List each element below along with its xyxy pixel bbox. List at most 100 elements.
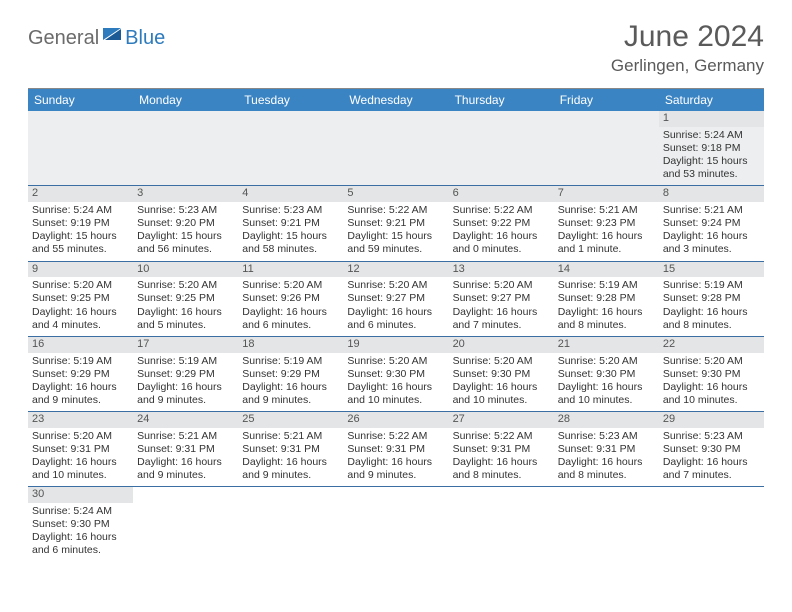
daylight-text: Daylight: 16 hours and 9 minutes. — [242, 456, 339, 482]
sunrise-text: Sunrise: 5:21 AM — [558, 204, 655, 217]
sunset-text: Sunset: 9:31 PM — [347, 443, 444, 456]
sunset-text: Sunset: 9:28 PM — [558, 292, 655, 305]
sunrise-text: Sunrise: 5:20 AM — [347, 355, 444, 368]
calendar-cell: 10Sunrise: 5:20 AMSunset: 9:25 PMDayligh… — [133, 262, 238, 336]
day-number: 9 — [28, 262, 133, 278]
calendar-cell: 26Sunrise: 5:22 AMSunset: 9:31 PMDayligh… — [343, 412, 448, 486]
calendar-cell: 7Sunrise: 5:21 AMSunset: 9:23 PMDaylight… — [554, 186, 659, 260]
calendar-cell-empty — [554, 487, 659, 561]
sunset-text: Sunset: 9:30 PM — [32, 518, 129, 531]
sunrise-text: Sunrise: 5:22 AM — [347, 204, 444, 217]
calendar-row: 23Sunrise: 5:20 AMSunset: 9:31 PMDayligh… — [28, 412, 764, 487]
calendar-header-cell: Tuesday — [238, 89, 343, 111]
calendar-header-row: SundayMondayTuesdayWednesdayThursdayFrid… — [28, 89, 764, 111]
daylight-text: Daylight: 16 hours and 8 minutes. — [558, 306, 655, 332]
flag-icon — [103, 26, 125, 47]
sunrise-text: Sunrise: 5:20 AM — [32, 430, 129, 443]
calendar-cell: 30Sunrise: 5:24 AMSunset: 9:30 PMDayligh… — [28, 487, 133, 561]
calendar-cell: 2Sunrise: 5:24 AMSunset: 9:19 PMDaylight… — [28, 186, 133, 260]
sunrise-text: Sunrise: 5:20 AM — [32, 279, 129, 292]
sunrise-text: Sunrise: 5:23 AM — [137, 204, 234, 217]
sunrise-text: Sunrise: 5:20 AM — [242, 279, 339, 292]
daylight-text: Daylight: 16 hours and 9 minutes. — [137, 456, 234, 482]
sunrise-text: Sunrise: 5:21 AM — [137, 430, 234, 443]
sunset-text: Sunset: 9:26 PM — [242, 292, 339, 305]
sunset-text: Sunset: 9:30 PM — [453, 368, 550, 381]
daylight-text: Daylight: 16 hours and 8 minutes. — [663, 306, 760, 332]
calendar-cell-empty — [343, 111, 448, 185]
calendar-row: 9Sunrise: 5:20 AMSunset: 9:25 PMDaylight… — [28, 262, 764, 337]
sunrise-text: Sunrise: 5:19 AM — [242, 355, 339, 368]
sunrise-text: Sunrise: 5:22 AM — [347, 430, 444, 443]
daylight-text: Daylight: 16 hours and 9 minutes. — [347, 456, 444, 482]
sunset-text: Sunset: 9:30 PM — [347, 368, 444, 381]
calendar-cell: 16Sunrise: 5:19 AMSunset: 9:29 PMDayligh… — [28, 337, 133, 411]
day-number: 20 — [449, 337, 554, 353]
daylight-text: Daylight: 16 hours and 10 minutes. — [453, 381, 550, 407]
logo-text-blue: Blue — [125, 27, 165, 50]
sunrise-text: Sunrise: 5:20 AM — [663, 355, 760, 368]
sunrise-text: Sunrise: 5:22 AM — [453, 204, 550, 217]
calendar-cell: 19Sunrise: 5:20 AMSunset: 9:30 PMDayligh… — [343, 337, 448, 411]
day-number: 11 — [238, 262, 343, 278]
header: General Blue June 2024 Gerlingen, German… — [0, 0, 792, 84]
calendar-header-cell: Wednesday — [343, 89, 448, 111]
calendar-cell: 23Sunrise: 5:20 AMSunset: 9:31 PMDayligh… — [28, 412, 133, 486]
daylight-text: Daylight: 15 hours and 53 minutes. — [663, 155, 760, 181]
logo: General Blue — [28, 26, 165, 51]
calendar-cell: 22Sunrise: 5:20 AMSunset: 9:30 PMDayligh… — [659, 337, 764, 411]
calendar-row: 30Sunrise: 5:24 AMSunset: 9:30 PMDayligh… — [28, 487, 764, 561]
day-number: 25 — [238, 412, 343, 428]
sunset-text: Sunset: 9:31 PM — [137, 443, 234, 456]
sunset-text: Sunset: 9:21 PM — [242, 217, 339, 230]
daylight-text: Daylight: 16 hours and 3 minutes. — [663, 230, 760, 256]
calendar-cell: 27Sunrise: 5:22 AMSunset: 9:31 PMDayligh… — [449, 412, 554, 486]
day-number: 14 — [554, 262, 659, 278]
page-title: June 2024 — [611, 20, 764, 54]
sunrise-text: Sunrise: 5:20 AM — [347, 279, 444, 292]
sunrise-text: Sunrise: 5:23 AM — [558, 430, 655, 443]
calendar-cell: 11Sunrise: 5:20 AMSunset: 9:26 PMDayligh… — [238, 262, 343, 336]
daylight-text: Daylight: 15 hours and 59 minutes. — [347, 230, 444, 256]
day-number: 1 — [659, 111, 764, 127]
day-number: 3 — [133, 186, 238, 202]
calendar-header-cell: Monday — [133, 89, 238, 111]
calendar-row: 1Sunrise: 5:24 AMSunset: 9:18 PMDaylight… — [28, 111, 764, 186]
calendar-cell: 3Sunrise: 5:23 AMSunset: 9:20 PMDaylight… — [133, 186, 238, 260]
daylight-text: Daylight: 16 hours and 9 minutes. — [32, 381, 129, 407]
calendar-cell-empty — [238, 111, 343, 185]
day-number: 27 — [449, 412, 554, 428]
calendar-header-cell: Thursday — [449, 89, 554, 111]
calendar-cell: 17Sunrise: 5:19 AMSunset: 9:29 PMDayligh… — [133, 337, 238, 411]
sunrise-text: Sunrise: 5:20 AM — [453, 279, 550, 292]
calendar-cell: 21Sunrise: 5:20 AMSunset: 9:30 PMDayligh… — [554, 337, 659, 411]
calendar-cell-empty — [554, 111, 659, 185]
sunrise-text: Sunrise: 5:22 AM — [453, 430, 550, 443]
day-number: 10 — [133, 262, 238, 278]
calendar-cell-empty — [659, 487, 764, 561]
day-number: 29 — [659, 412, 764, 428]
day-number: 18 — [238, 337, 343, 353]
daylight-text: Daylight: 16 hours and 10 minutes. — [32, 456, 129, 482]
day-number: 23 — [28, 412, 133, 428]
calendar-header-cell: Sunday — [28, 89, 133, 111]
sunrise-text: Sunrise: 5:21 AM — [663, 204, 760, 217]
daylight-text: Daylight: 16 hours and 8 minutes. — [453, 456, 550, 482]
day-number: 6 — [449, 186, 554, 202]
daylight-text: Daylight: 16 hours and 9 minutes. — [242, 381, 339, 407]
sunset-text: Sunset: 9:28 PM — [663, 292, 760, 305]
calendar-cell: 13Sunrise: 5:20 AMSunset: 9:27 PMDayligh… — [449, 262, 554, 336]
calendar-cell-empty — [28, 111, 133, 185]
sunset-text: Sunset: 9:23 PM — [558, 217, 655, 230]
sunrise-text: Sunrise: 5:19 AM — [137, 355, 234, 368]
day-number: 2 — [28, 186, 133, 202]
day-number: 4 — [238, 186, 343, 202]
sunset-text: Sunset: 9:18 PM — [663, 142, 760, 155]
calendar-body: 1Sunrise: 5:24 AMSunset: 9:18 PMDaylight… — [28, 111, 764, 562]
sunset-text: Sunset: 9:27 PM — [453, 292, 550, 305]
daylight-text: Daylight: 16 hours and 5 minutes. — [137, 306, 234, 332]
calendar-cell: 28Sunrise: 5:23 AMSunset: 9:31 PMDayligh… — [554, 412, 659, 486]
calendar-cell: 6Sunrise: 5:22 AMSunset: 9:22 PMDaylight… — [449, 186, 554, 260]
day-number: 24 — [133, 412, 238, 428]
sunset-text: Sunset: 9:29 PM — [32, 368, 129, 381]
